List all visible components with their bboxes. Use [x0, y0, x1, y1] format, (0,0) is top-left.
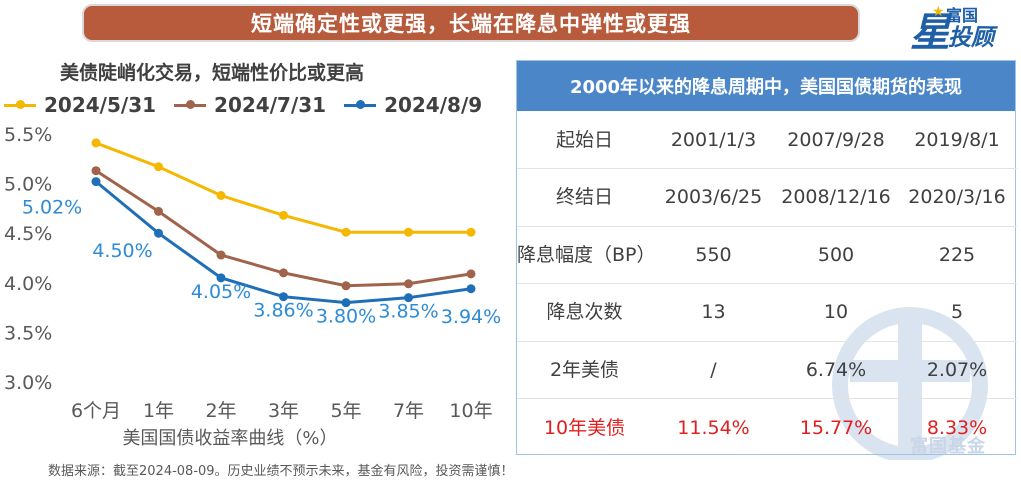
row-label: 降息幅度（BP）: [517, 226, 656, 284]
x-tick-label: 5年: [330, 400, 361, 422]
logo-big-char: 星: [910, 10, 950, 56]
table-cell: 10: [775, 283, 897, 342]
data-label: 3.80%: [316, 306, 376, 328]
rate-cut-table: 2000年以来的降息周期中，美国国债期货的表现 起始日 2001/1/3 2007/…: [516, 60, 1017, 456]
table-row: 10年美债 11.54% 15.77% 8.33%: [517, 399, 1017, 457]
y-tick-label: 3.0%: [4, 372, 52, 394]
data-point: [91, 138, 101, 148]
table-row: 起始日 2001/1/3 2007/9/28 2019/8/1: [517, 111, 1017, 169]
data-point: [154, 228, 163, 238]
data-point: [91, 177, 101, 187]
data-point: [91, 166, 101, 176]
legend-item: 2024/8/9: [344, 93, 482, 117]
data-point: [466, 227, 476, 237]
data-label: 4.50%: [92, 240, 152, 262]
data-point: [279, 292, 288, 302]
x-tick-label: 1年: [143, 400, 174, 422]
data-point: [404, 279, 413, 289]
data-point: [279, 210, 288, 220]
data-point: [404, 227, 413, 237]
data-label: 3.86%: [253, 300, 313, 322]
row-label: 10年美债: [543, 416, 626, 439]
data-point: [466, 269, 476, 279]
y-tick-label: 5.0%: [4, 174, 52, 196]
legend-item: 2024/5/31: [4, 93, 156, 117]
data-point: [404, 293, 413, 303]
data-point: [341, 227, 351, 237]
data-point: [341, 281, 351, 291]
table-cell: 2001/1/3: [652, 111, 775, 169]
table-row: 终结日 2003/6/25 2008/12/16 2020/3/16: [517, 168, 1017, 227]
headline-banner: 短端确定性或更强，长端在降息中弹性或更强: [84, 6, 858, 40]
table-cell: 6.74%: [775, 341, 897, 399]
yield-curve-chart: 5.5% 5.0% 4.5% 4.0% 3.5% 3.0% 6个月 1年 2年 3年 5年 7年 10年…: [4, 124, 501, 449]
data-point: [216, 273, 226, 283]
data-point: [279, 268, 288, 278]
data-label: 3.85%: [378, 301, 438, 323]
y-tick-label: 5.5%: [4, 124, 52, 146]
legend-item: 2024/7/31: [174, 93, 326, 117]
table-body: 起始日 2001/1/3 2007/9/28 2019/8/1 终结日 2003/6/25…: [517, 111, 1017, 456]
table-row: 降息次数 13 10 5: [517, 283, 1017, 342]
data-label: 3.94%: [441, 306, 501, 328]
table-cell: /: [652, 341, 775, 399]
brand-logo: 星 ★ 富国 投顾: [910, 0, 1016, 56]
table-cell: 2020/3/16: [897, 168, 1017, 227]
x-axis-title: 美国国债收益率曲线（%）: [122, 428, 337, 449]
table-cell: 13: [652, 283, 775, 342]
table-cell: 15.77%: [799, 416, 873, 439]
row-label: 起始日: [517, 111, 652, 169]
table-title: 2000年以来的降息周期中，美国国债期货的表现: [517, 61, 1015, 111]
legend-label: 2024/5/31: [44, 93, 157, 117]
source-note: 数据来源：截至2024-08-09。历史业绩不预示未来，基金有风险，投资需谨慎！: [48, 464, 514, 479]
row-label: 终结日: [517, 168, 652, 227]
logo-star-icon: ★: [932, 4, 945, 20]
legend-swatch: [174, 100, 207, 109]
y-tick-label: 4.5%: [4, 223, 52, 245]
data-point: [466, 284, 476, 294]
data-point: [216, 191, 226, 201]
table-cell: 2019/8/1: [897, 111, 1017, 169]
y-tick-label: 4.0%: [4, 273, 52, 295]
table-cell: 11.54%: [677, 416, 750, 439]
table-cell: 2008/12/16: [775, 168, 897, 227]
legend-swatch: [4, 100, 36, 109]
table-cell: 2.07%: [897, 341, 1017, 399]
table-cell: 2007/9/28: [775, 111, 897, 169]
table-cell: 500: [775, 226, 897, 284]
x-tick-label: 10年: [449, 400, 492, 422]
x-tick-label: 3年: [268, 400, 299, 422]
data-point: [154, 206, 163, 216]
table-row: 2年美债/6.74% 2.07%: [517, 341, 1017, 399]
logo-top-text: 富国: [946, 6, 979, 25]
chart-subtitle: 美债陡峭化交易，短端性价比或更高: [60, 62, 365, 84]
table-cell: 225: [897, 226, 1017, 284]
data-point: [154, 162, 163, 172]
table-cell: 8.33%: [926, 416, 988, 439]
x-tick-label: 7年: [393, 400, 424, 422]
data-label: 4.05%: [191, 281, 251, 303]
legend-swatch: [344, 100, 377, 109]
chart-legend: 2024/5/31 2024/7/31 2024/8/9: [4, 92, 482, 118]
legend-label: 2024/8/9: [384, 93, 483, 117]
headline-text: 短端确定性或更强，长端在降息中弹性或更强: [251, 12, 691, 36]
row-label: 降息次数: [517, 283, 652, 342]
data-point: [341, 298, 351, 308]
table-cell: 550: [652, 226, 775, 284]
x-tick-label: 6个月: [71, 400, 121, 422]
y-tick-label: 3.5%: [4, 322, 52, 344]
table-cell: 2003/6/25: [652, 168, 775, 227]
table-row: 降息幅度（BP） 550 500 225: [517, 226, 1017, 284]
legend-label: 2024/7/31: [214, 93, 327, 117]
x-tick-label: 2年: [205, 400, 236, 422]
table-cell: 5: [897, 283, 1017, 342]
watermark-text: 富国基金: [910, 436, 986, 457]
data-point: [216, 250, 226, 260]
data-label: 5.02%: [22, 197, 82, 219]
logo-bottom-text: 投顾: [948, 25, 994, 51]
row-label: 2年美债: [517, 341, 652, 399]
